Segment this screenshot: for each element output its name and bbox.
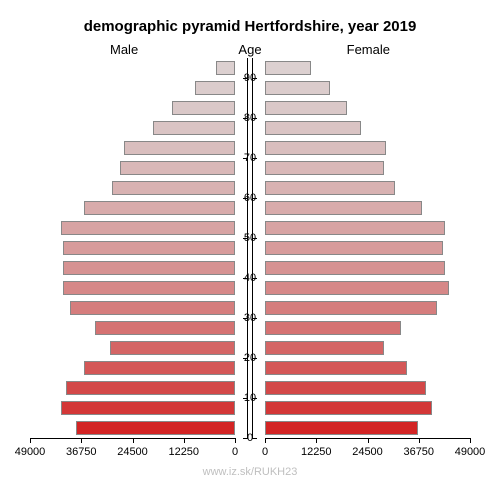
age-tick-label: 10 — [235, 392, 265, 404]
bar-male — [112, 181, 235, 195]
bar-female — [265, 181, 395, 195]
bar-female — [265, 141, 386, 155]
age-tick-left — [243, 398, 248, 399]
pyramid-chart: demographic pyramid Hertfordshire, year … — [0, 0, 500, 500]
x-tick-label: 49000 — [15, 446, 46, 458]
age-tick-right — [252, 118, 257, 119]
bar-male — [66, 381, 235, 395]
x-tick-label: 0 — [262, 446, 268, 458]
x-tick — [265, 438, 266, 443]
bar-male — [195, 81, 235, 95]
bar-male — [120, 161, 235, 175]
bar-female — [265, 301, 437, 315]
bar-male — [110, 341, 236, 355]
x-tick-label: 12250 — [168, 446, 199, 458]
age-tick-right — [252, 238, 257, 239]
age-tick-right — [252, 78, 257, 79]
age-axis: 0102030405060708090 — [235, 58, 265, 438]
bar-female — [265, 421, 418, 435]
age-tick-left — [243, 78, 248, 79]
age-tick-right — [252, 278, 257, 279]
bar-male — [84, 361, 235, 375]
bar-male — [63, 241, 235, 255]
age-tick-label: 20 — [235, 352, 265, 364]
bar-male — [153, 121, 235, 135]
bar-male — [84, 201, 235, 215]
x-tick — [133, 438, 134, 443]
chart-title: demographic pyramid Hertfordshire, year … — [0, 18, 500, 35]
bar-female — [265, 341, 384, 355]
label-female: Female — [347, 42, 390, 57]
bar-female — [265, 361, 407, 375]
x-tick — [30, 438, 31, 443]
x-tick — [470, 438, 471, 443]
x-tick-label: 24500 — [352, 446, 383, 458]
x-tick — [81, 438, 82, 443]
age-tick-left — [243, 318, 248, 319]
x-tick — [184, 438, 185, 443]
x-tick-label: 0 — [232, 446, 238, 458]
bar-female — [265, 161, 384, 175]
age-tick-right — [252, 358, 257, 359]
label-age: Age — [0, 42, 500, 57]
bar-female — [265, 401, 432, 415]
age-tick-label: 40 — [235, 272, 265, 284]
age-tick-left — [243, 118, 248, 119]
age-tick-label: 80 — [235, 112, 265, 124]
x-tick-label: 12250 — [301, 446, 332, 458]
age-tick-label: 60 — [235, 192, 265, 204]
bar-female — [265, 261, 445, 275]
age-tick-label: 50 — [235, 232, 265, 244]
bar-female — [265, 241, 443, 255]
bar-male — [76, 421, 235, 435]
age-tick-right — [252, 318, 257, 319]
age-tick-left — [243, 238, 248, 239]
x-tick-label: 36750 — [403, 446, 434, 458]
x-tick — [419, 438, 420, 443]
bar-male — [124, 141, 235, 155]
x-tick — [316, 438, 317, 443]
x-tick — [368, 438, 369, 443]
bar-male — [95, 321, 235, 335]
bar-female — [265, 221, 445, 235]
age-tick-label: 70 — [235, 152, 265, 164]
bar-female — [265, 101, 347, 115]
x-tick-label: 49000 — [455, 446, 486, 458]
x-tick-label: 36750 — [66, 446, 97, 458]
age-tick-left — [243, 198, 248, 199]
bar-female — [265, 281, 449, 295]
bar-male — [61, 401, 235, 415]
bars-female — [265, 58, 470, 438]
age-tick-left — [243, 158, 248, 159]
age-tick-left — [243, 358, 248, 359]
age-tick-label: 30 — [235, 312, 265, 324]
bar-female — [265, 121, 361, 135]
bar-male — [61, 221, 235, 235]
bar-male — [70, 301, 235, 315]
bars-male — [30, 58, 235, 438]
plot-area: 0102030405060708090 — [30, 58, 470, 438]
x-tick-label: 24500 — [117, 446, 148, 458]
x-tick — [235, 438, 236, 443]
age-tick-left — [243, 278, 248, 279]
bar-male — [216, 61, 235, 75]
bar-female — [265, 81, 330, 95]
bar-female — [265, 381, 426, 395]
bar-female — [265, 201, 422, 215]
bar-male — [172, 101, 235, 115]
bar-female — [265, 61, 311, 75]
age-tick-label: 90 — [235, 72, 265, 84]
bar-female — [265, 321, 401, 335]
watermark: www.iz.sk/RUKH23 — [0, 466, 500, 478]
bar-male — [63, 261, 235, 275]
age-tick-right — [252, 198, 257, 199]
bar-male — [63, 281, 235, 295]
age-tick-right — [252, 158, 257, 159]
age-tick-right — [252, 398, 257, 399]
